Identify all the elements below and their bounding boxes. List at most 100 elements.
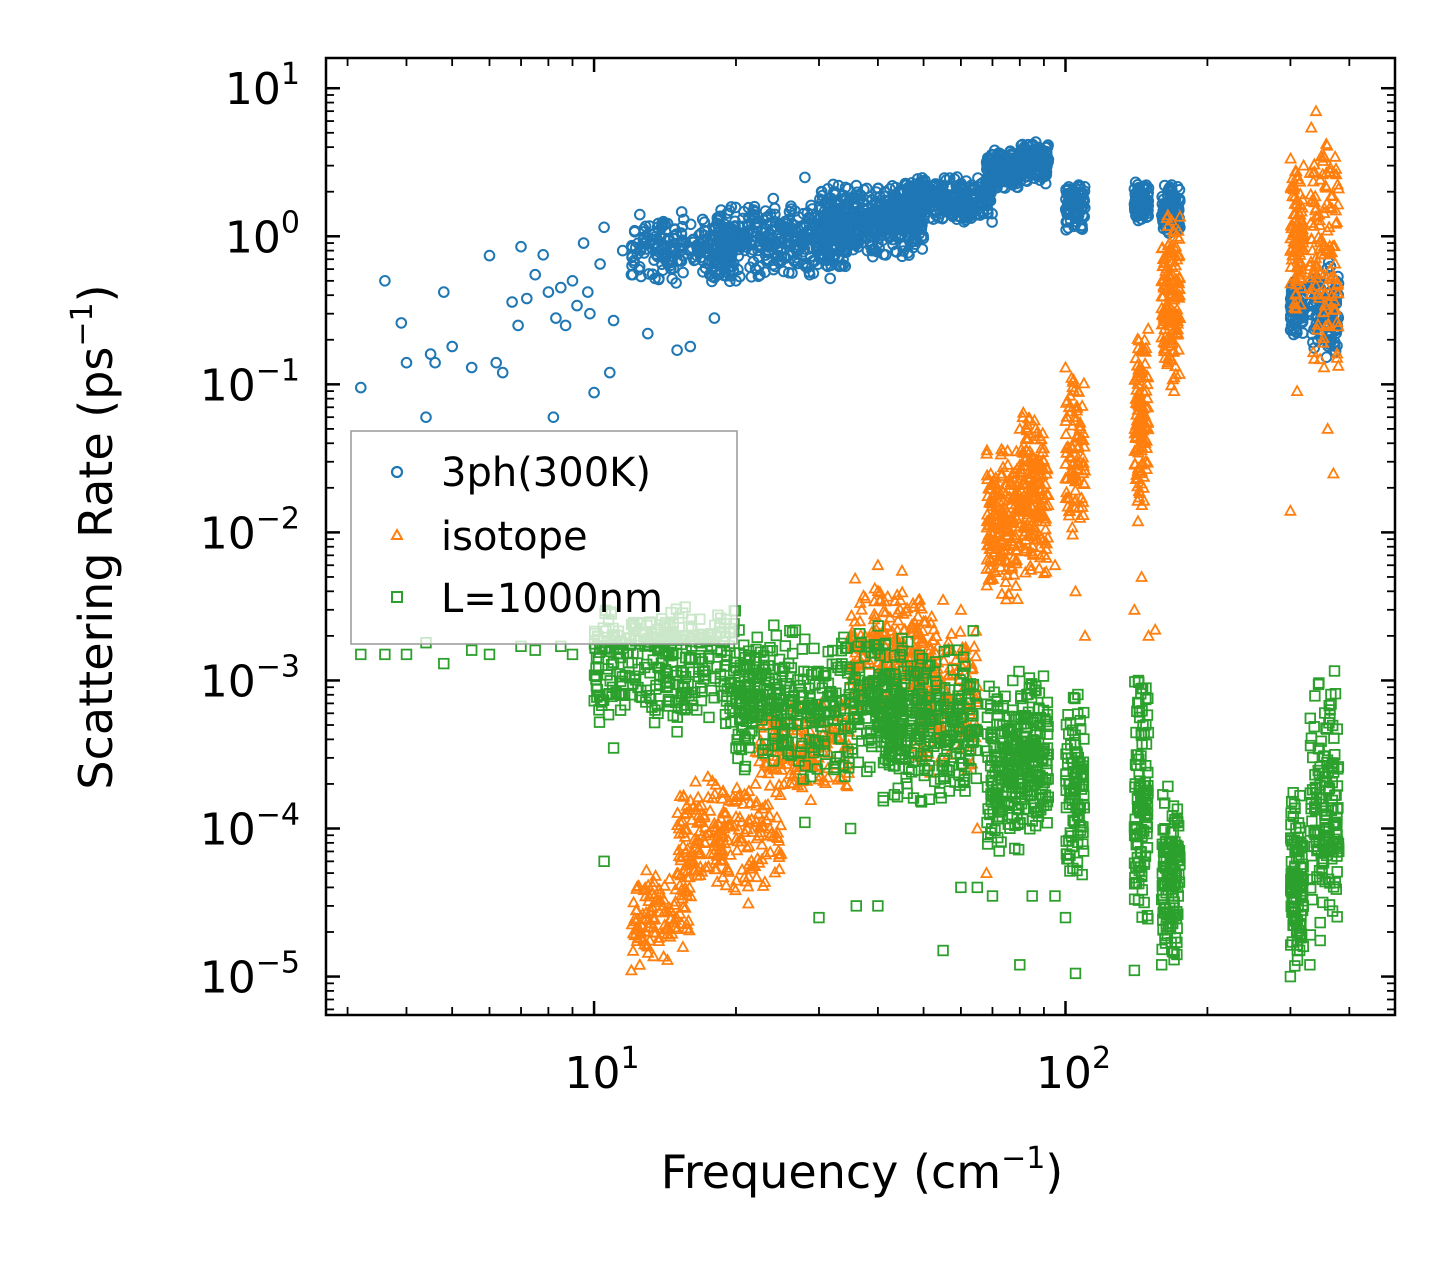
data-point-triangle: [635, 919, 649, 932]
data-point-triangle: [1127, 602, 1141, 615]
data-point-triangle: [774, 818, 788, 831]
data-point-triangle: [755, 837, 769, 850]
data-point-triangle: [699, 828, 713, 841]
data-point-circle: [983, 194, 996, 206]
data-point-circle: [783, 205, 796, 218]
data-point-triangle: [676, 839, 690, 851]
data-point-triangle: [741, 896, 755, 909]
data-point-circle: [698, 224, 711, 237]
data-point-square: [648, 716, 661, 729]
data-point-circle: [877, 248, 890, 261]
data-point-circle: [642, 327, 654, 340]
data-point-triangle: [710, 849, 724, 861]
data-point-circle: [730, 275, 742, 287]
data-point-circle: [671, 344, 683, 357]
data-point-circle: [598, 221, 610, 234]
data-point-triangle: [630, 912, 645, 924]
data-point-triangle: [763, 845, 777, 857]
data-point-circle: [659, 253, 671, 266]
data-markers: [355, 104, 1346, 983]
data-point-triangle: [1131, 514, 1145, 527]
data-point-circle: [760, 212, 772, 224]
data-point-circle: [657, 264, 669, 277]
data-point-circle: [951, 171, 963, 183]
data-point-circle: [719, 224, 732, 236]
data-point-circle: [799, 171, 811, 184]
data-point-square: [604, 675, 616, 687]
data-point-circle: [824, 234, 837, 246]
data-point-triangle: [979, 866, 994, 878]
data-point-circle: [859, 229, 872, 242]
data-point-circle: [725, 251, 737, 263]
data-point-circle: [896, 250, 908, 263]
data-point-square: [852, 756, 865, 769]
data-point-circle: [898, 207, 911, 219]
data-point-triangle: [678, 900, 692, 913]
data-point-circle: [749, 235, 762, 248]
data-point-triangle: [1077, 376, 1091, 389]
data-point-circle: [924, 212, 936, 224]
data-point-triangle: [895, 563, 909, 576]
data-point-circle: [902, 247, 914, 259]
data-point-circle: [903, 207, 915, 219]
data-point-triangle: [743, 796, 757, 809]
data-point-circle: [748, 230, 761, 243]
data-point-triangle: [1167, 384, 1181, 397]
data-point-circle: [849, 202, 861, 214]
data-point-triangle: [674, 888, 688, 901]
data-point-circle: [395, 317, 408, 329]
data-point-triangle: [763, 778, 777, 791]
data-point-triangle: [752, 855, 766, 868]
data-point-circle: [559, 319, 572, 332]
data-point-circle: [729, 201, 742, 214]
data-point-circle: [798, 222, 811, 234]
data-point-circle: [856, 195, 869, 208]
data-point-circle: [731, 239, 743, 251]
data-point-circle: [649, 237, 662, 249]
data-point-circle: [663, 253, 676, 265]
data-point-triangle: [734, 834, 748, 847]
data-point-circle: [686, 242, 698, 254]
data-point-triangle: [682, 923, 696, 936]
data-point-triangle: [716, 870, 730, 882]
data-point-triangle: [680, 870, 694, 883]
data-point-circle: [822, 215, 835, 227]
data-point-triangle: [740, 789, 754, 801]
data-point-square: [768, 619, 780, 631]
data-point-circle: [852, 241, 864, 253]
data-point-triangle: [639, 863, 653, 876]
data-point-triangle: [701, 769, 715, 782]
data-point-triangle: [729, 873, 743, 886]
data-point-circle: [934, 191, 947, 203]
data-point-triangle: [634, 930, 648, 943]
data-point-triangle: [737, 870, 751, 883]
data-point-circle: [799, 260, 812, 272]
data-point-circle: [669, 223, 681, 236]
data-point-circle: [781, 234, 794, 247]
data-point-triangle: [1058, 360, 1073, 373]
data-point-square: [593, 716, 606, 728]
data-point-circle: [1166, 183, 1178, 196]
data-point-triangle: [646, 925, 661, 938]
data-point-triangle: [1304, 120, 1318, 133]
data-point-circle: [905, 236, 918, 248]
data-point-triangle: [929, 629, 943, 641]
data-point-triangle: [1328, 149, 1342, 162]
data-point-circle: [862, 232, 874, 244]
data-point-circle: [529, 268, 542, 281]
data-point-circle: [1132, 181, 1145, 194]
data-point-triangle: [716, 830, 730, 842]
data-point-triangle: [636, 907, 650, 919]
data-point-square: [703, 711, 715, 724]
data-point-triangle: [776, 748, 790, 761]
data-point-triangle: [647, 875, 661, 887]
data-point-triangle: [671, 806, 685, 818]
data-point-triangle: [1032, 561, 1046, 574]
data-point-triangle: [646, 949, 661, 962]
data-point-circle: [752, 270, 765, 283]
data-point-circle: [708, 271, 721, 284]
data-point-triangle: [693, 868, 707, 881]
data-point-circle: [793, 244, 805, 256]
data-point-circle: [829, 187, 842, 199]
data-point-circle: [671, 255, 684, 267]
